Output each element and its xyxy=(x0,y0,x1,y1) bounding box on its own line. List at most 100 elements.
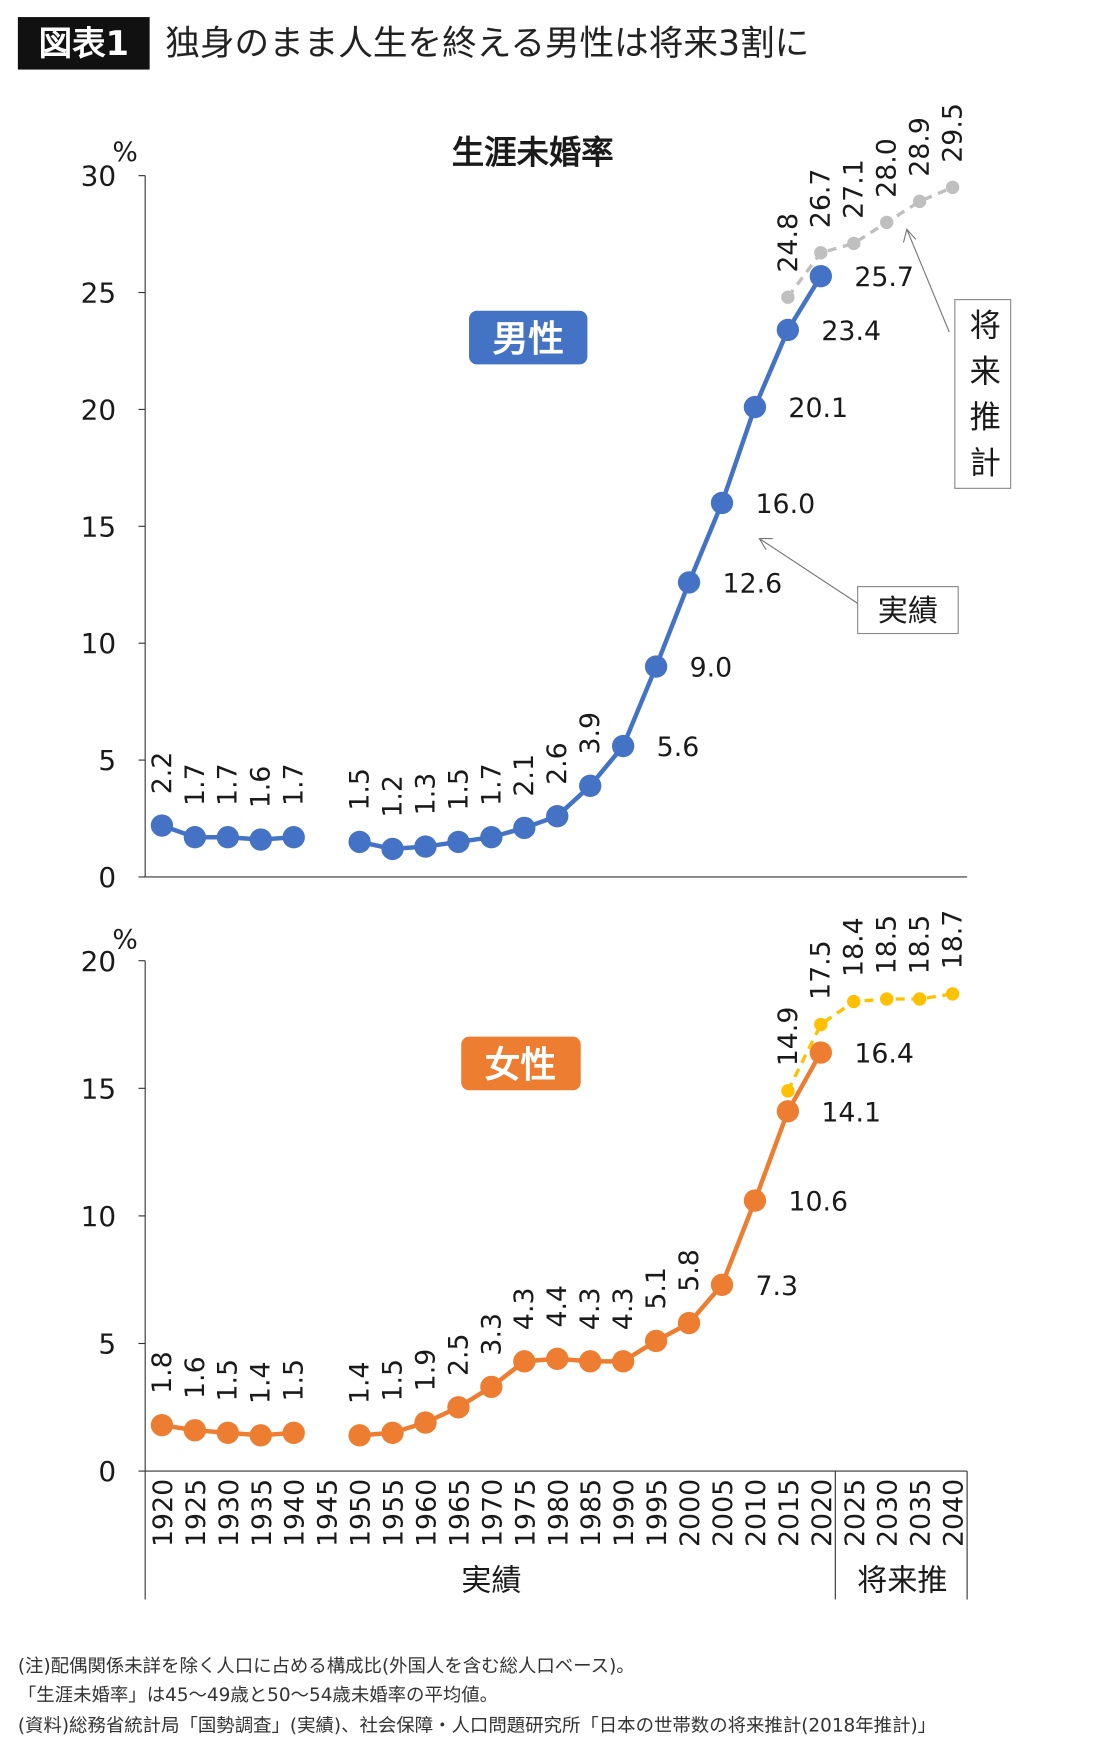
x-tick-label: 2015 xyxy=(774,1479,805,1547)
female-actual-point xyxy=(480,1375,503,1399)
female-data-label: 3.3 xyxy=(476,1313,507,1356)
male-data-label: 2.1 xyxy=(509,754,540,797)
female-data-label: 7.3 xyxy=(755,1271,798,1302)
female-data-label: 1.5 xyxy=(213,1359,244,1402)
x-tick-label: 1950 xyxy=(346,1479,377,1547)
x-tick-label: 2005 xyxy=(708,1479,739,1547)
male-data-label: 2.2 xyxy=(147,752,178,795)
x-tick-label: 1925 xyxy=(181,1479,212,1547)
female-data-label: 1.9 xyxy=(410,1349,441,1392)
female-actual-point xyxy=(677,1311,701,1335)
male-data-label: 23.4 xyxy=(821,316,881,347)
male-data-label: 5.6 xyxy=(657,732,700,763)
female-data-label: 4.3 xyxy=(509,1287,540,1330)
male-data-label: 1.2 xyxy=(377,775,408,818)
male-y-tick-label: 10 xyxy=(81,627,117,660)
male-actual-point xyxy=(414,835,437,858)
actual-arrow-head xyxy=(758,538,773,551)
x-group-actual: 実績 xyxy=(461,1564,521,1599)
male-y-tick-label: 20 xyxy=(81,393,117,426)
x-tick-label: 1975 xyxy=(510,1479,541,1547)
female-data-label: 1.5 xyxy=(377,1359,408,1402)
male-label-box xyxy=(469,310,588,365)
male-data-label: 29.5 xyxy=(938,103,969,163)
male-projection-point xyxy=(814,246,828,260)
female-y-tick-label: 15 xyxy=(81,1072,117,1105)
x-tick-label: 1960 xyxy=(412,1479,443,1547)
x-group-projection: 将来推 xyxy=(857,1564,947,1599)
female-actual-point xyxy=(381,1421,404,1444)
female-actual-point xyxy=(150,1413,174,1437)
male-actual-point xyxy=(348,830,371,854)
projection-arrow xyxy=(906,229,950,333)
female-projection-point xyxy=(847,994,861,1009)
male-actual-point xyxy=(183,826,207,849)
female-actual-point xyxy=(348,1424,371,1447)
header: 図表1 独身のまま人生を終える男性は将来3割に xyxy=(17,17,809,70)
male-actual-point xyxy=(216,826,239,849)
male-data-label: 3.9 xyxy=(575,712,606,755)
female-projection-line xyxy=(786,992,953,1092)
male-projection-point xyxy=(781,290,795,304)
female-actual-point xyxy=(546,1347,569,1370)
female-data-label: 14.9 xyxy=(773,1007,804,1067)
x-tick-label: 1940 xyxy=(280,1479,311,1547)
x-tick-label: 1930 xyxy=(214,1479,245,1547)
female-projection-point xyxy=(945,987,960,1001)
male-actual-point xyxy=(644,655,668,678)
male-data-label: 1.7 xyxy=(476,763,507,806)
female-data-label: 1.6 xyxy=(180,1356,211,1399)
note-source: (資料)総務省統計局「国勢調査」(実績)、社会保障・人口問題研究所「日本の世帯数… xyxy=(18,1715,936,1736)
female-actual-point xyxy=(216,1421,239,1444)
female-actual-point xyxy=(282,1421,305,1444)
female-y-tick-label: 0 xyxy=(98,1455,116,1488)
actual-callout: 実績 xyxy=(878,594,938,629)
female-data-label: 16.4 xyxy=(854,1039,914,1070)
male-y-tick-label: 30 xyxy=(81,160,117,193)
male-actual-point xyxy=(809,265,832,288)
male-data-label: 1.6 xyxy=(246,766,277,809)
x-tick-label: 1985 xyxy=(576,1479,607,1547)
male-data-label: 1.7 xyxy=(279,763,310,806)
male-data-label: 26.7 xyxy=(806,169,837,229)
female-actual-point xyxy=(710,1273,734,1296)
x-tick-label: 1995 xyxy=(642,1479,673,1547)
female-actual-point xyxy=(743,1189,767,1212)
note-1: (注)配偶関係未詳を除く人口に占める構成比(外国人を含む総人口ベース)。 xyxy=(18,1656,635,1677)
x-axis: 実績 将来推 1920 1925 1930 1935 1940 1945 1950 1955 1… xyxy=(144,1471,970,1600)
male-projection-point xyxy=(880,215,894,230)
x-tick-label: 1980 xyxy=(543,1479,574,1547)
male-data-label: 1.7 xyxy=(213,763,244,806)
female-projection-point xyxy=(781,1084,795,1098)
x-tick-label: 2010 xyxy=(741,1479,772,1547)
male-actual-point xyxy=(249,828,272,851)
female-actual-point xyxy=(249,1424,272,1447)
x-tick-label: 2030 xyxy=(873,1479,904,1547)
female-projection-point xyxy=(912,992,927,1006)
x-tick-label: 1920 xyxy=(148,1479,179,1547)
female-actual-point xyxy=(579,1350,602,1373)
x-tick-label: 2020 xyxy=(807,1479,838,1547)
female-actual-point xyxy=(183,1419,207,1442)
actual-callout-box xyxy=(857,586,959,635)
x-tick-label: 1970 xyxy=(477,1479,508,1547)
female-data-label: 18.5 xyxy=(905,915,936,975)
x-tick-label: 1945 xyxy=(313,1479,344,1547)
x-tick-label: 1935 xyxy=(247,1479,278,1547)
male-data-label: 1.7 xyxy=(180,763,211,806)
male-y-tick-label: 15 xyxy=(81,510,117,543)
male-actual-point xyxy=(743,395,767,419)
male-data-label: 24.8 xyxy=(773,213,804,273)
female-data-label: 14.1 xyxy=(821,1097,881,1128)
male-actual-point xyxy=(513,816,536,840)
female-data-label: 1.8 xyxy=(147,1351,178,1394)
male-projection-point xyxy=(847,236,861,251)
female-data-label: 1.4 xyxy=(246,1361,277,1404)
notes: (注)配偶関係未詳を除く人口に占める構成比(外国人を含む総人口ベース)。 「生涯… xyxy=(18,1656,936,1736)
projection-callout: 将来推計 xyxy=(965,308,1001,492)
female-data-label: 4.4 xyxy=(542,1285,573,1328)
male-data-label: 2.6 xyxy=(542,742,573,785)
female-label-box xyxy=(461,1036,581,1091)
male-actual-point xyxy=(710,491,734,515)
